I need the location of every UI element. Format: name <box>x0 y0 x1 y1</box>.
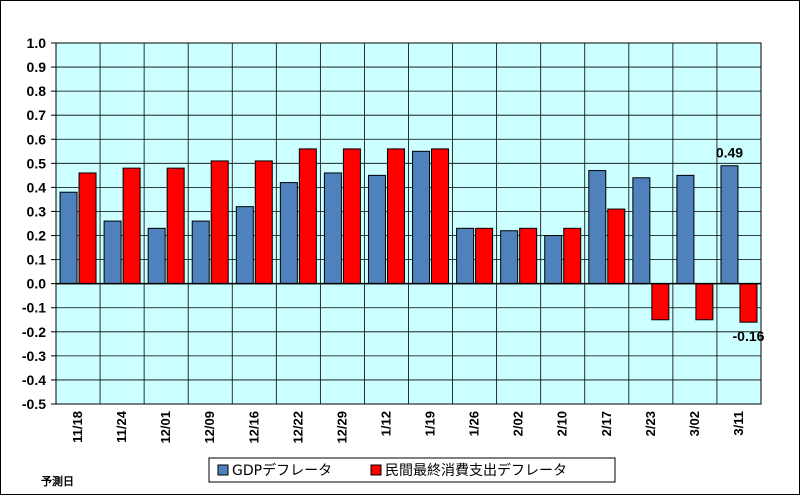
bar-gdp-deflator <box>720 165 739 285</box>
y-tick-label: 0.2 <box>27 228 47 244</box>
bar-gdp-deflator <box>588 170 607 285</box>
bar-gdp-deflator <box>191 220 210 285</box>
bar-consumption-deflator <box>342 148 361 285</box>
bar-gdp-deflator <box>676 174 695 285</box>
bar-gdp-deflator <box>279 182 298 285</box>
x-tick-label: 1/19 <box>423 411 438 436</box>
x-tick-label: 3/02 <box>687 411 702 436</box>
bar-gdp-deflator <box>632 177 651 285</box>
data-label: -0.16 <box>733 328 765 344</box>
bar-consumption-deflator <box>254 160 273 285</box>
legend-swatch <box>217 464 229 476</box>
bar-consumption-deflator <box>563 227 582 285</box>
x-tick-label: 1/26 <box>467 411 482 436</box>
y-tick-label: 0.9 <box>27 59 47 75</box>
x-tick-label: 2/23 <box>643 411 658 436</box>
x-tick-label: 11/24 <box>114 410 129 443</box>
y-tick-label: 0.5 <box>27 155 47 171</box>
bar-consumption-deflator <box>475 227 494 285</box>
x-tick-label: 3/11 <box>731 411 746 436</box>
x-tick-label: 12/29 <box>334 411 349 444</box>
bar-gdp-deflator <box>103 220 122 285</box>
x-tick-label: 2/02 <box>511 411 526 436</box>
y-tick-label: 0.7 <box>27 107 47 123</box>
y-tick-label: 0.8 <box>27 83 47 99</box>
x-tick-label: 1/12 <box>378 411 393 436</box>
bar-consumption-deflator <box>210 160 229 285</box>
x-tick-label: 12/01 <box>158 411 173 444</box>
legend-label: GDPデフレータ <box>232 462 332 479</box>
bar-gdp-deflator <box>323 172 342 285</box>
bar-consumption-deflator <box>431 148 450 285</box>
bar-gdp-deflator <box>235 206 254 285</box>
y-tick-label: 0.3 <box>27 203 47 219</box>
bar-gdp-deflator <box>367 174 386 285</box>
y-tick-label: 1.0 <box>27 35 47 51</box>
y-tick-label: -0.1 <box>22 300 46 316</box>
y-tick-label: 0.6 <box>27 131 47 147</box>
bar-gdp-deflator <box>456 227 475 285</box>
y-tick-label: -0.5 <box>22 396 46 412</box>
bar-consumption-deflator <box>519 227 538 285</box>
bar-gdp-deflator <box>500 230 519 285</box>
bar-gdp-deflator <box>147 227 166 285</box>
bar-consumption-deflator <box>607 208 626 285</box>
y-tick-label: 0.0 <box>27 276 47 292</box>
x-tick-label: 11/18 <box>70 411 85 443</box>
legend <box>208 457 616 483</box>
bar-gdp-deflator <box>412 150 431 285</box>
y-tick-label: -0.2 <box>22 324 46 340</box>
bar-consumption-deflator <box>78 172 97 285</box>
bar-consumption-deflator <box>651 283 670 321</box>
bar-gdp-deflator <box>59 191 78 285</box>
legend-label: 民間最終消費支出デフレータ <box>385 462 567 479</box>
bar-gdp-deflator <box>544 235 563 285</box>
bar-consumption-deflator <box>695 283 714 321</box>
bar-consumption-deflator <box>386 148 405 285</box>
bar-consumption-deflator <box>166 167 185 285</box>
x-tick-label: 12/09 <box>202 411 217 444</box>
bar-consumption-deflator <box>298 148 317 285</box>
y-tick-label: 0.1 <box>27 252 47 268</box>
x-tick-label: 12/16 <box>246 411 261 444</box>
x-tick-label: 2/17 <box>599 411 614 436</box>
x-tick-label: 12/22 <box>290 411 305 444</box>
bar-consumption-deflator <box>739 283 758 323</box>
legend-swatch <box>370 464 382 476</box>
data-label: 0.49 <box>716 145 743 161</box>
bar-consumption-deflator <box>122 167 141 285</box>
x-tick-label: 2/10 <box>555 411 570 436</box>
y-tick-label: -0.4 <box>22 372 46 388</box>
y-tick-label: -0.3 <box>22 348 46 364</box>
footnote: 予測日 <box>41 474 74 488</box>
y-tick-label: 0.4 <box>27 179 47 195</box>
